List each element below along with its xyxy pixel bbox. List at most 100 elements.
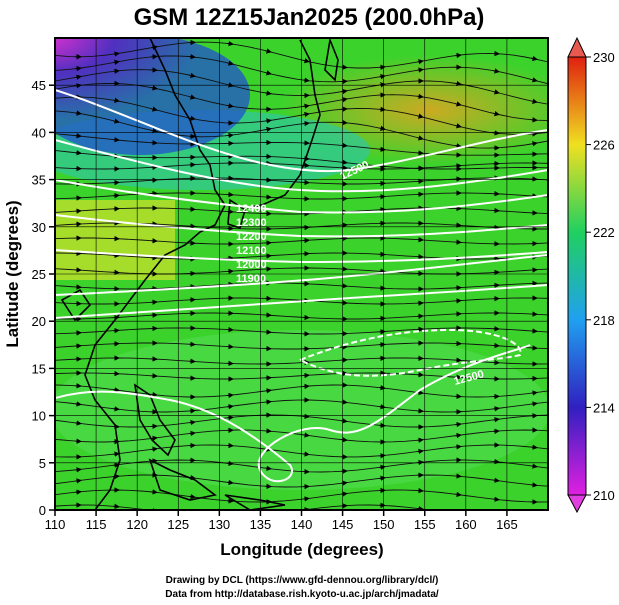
stream-arrow [416, 448, 424, 455]
stream-arrow [188, 53, 196, 60]
stream-arrow [302, 451, 310, 457]
stream-arrow [530, 463, 538, 469]
streamline [55, 429, 548, 443]
y-tick-label: 5 [39, 456, 46, 471]
stream-arrow [492, 406, 500, 412]
streamline [55, 192, 548, 200]
x-tick-label: 135 [250, 517, 272, 532]
stream-arrow [264, 126, 272, 133]
y-axis-label: Latitude (degrees) [3, 200, 22, 347]
streamline [55, 459, 548, 473]
stream-arrow [112, 59, 120, 65]
stream-arrow [530, 98, 538, 104]
stream-arrow [74, 401, 82, 407]
contour-labels: 12500 12400 12300 12200 12100 12000 1190… [236, 159, 485, 388]
stream-arrow [74, 420, 82, 426]
colorbar-tick-label: 214 [593, 400, 615, 415]
stream-arrow [74, 133, 82, 139]
contour-label: 12000 [236, 259, 267, 271]
stream-arrow [416, 93, 424, 100]
credit-drawing: Drawing by DCL (https://www.gfd-dennou.o… [166, 575, 439, 586]
streamline [55, 357, 548, 365]
streamline [55, 372, 548, 380]
stream-arrow [226, 60, 234, 66]
stream-arrow [264, 90, 272, 96]
contours [55, 89, 548, 483]
streamline [55, 312, 548, 320]
streamlines [55, 39, 548, 510]
stream-arrow [264, 399, 272, 405]
stream-arrow [492, 458, 500, 465]
stream-arrow [302, 77, 310, 83]
streamline [55, 150, 548, 170]
stream-arrow [340, 418, 348, 424]
contour-label: 12400 [236, 203, 267, 215]
stream-arrow [454, 143, 462, 149]
stream-arrow [340, 480, 348, 486]
stream-arrow [378, 163, 386, 169]
x-tick-label: 165 [496, 517, 518, 532]
streamline [55, 55, 548, 85]
stream-arrow [188, 493, 196, 500]
stream-arrow [74, 150, 82, 156]
x-tick-label: 115 [86, 517, 107, 532]
stream-arrow [112, 451, 120, 457]
streamline [55, 384, 548, 398]
stream-arrow [112, 97, 120, 103]
chart-title: GSM 12Z15Jan2025 (200.0hPa) [134, 4, 485, 31]
stream-arrow [150, 54, 158, 60]
stream-arrow [150, 85, 158, 91]
stream-arrow [150, 489, 158, 495]
colorbar-tick-label: 230 [593, 50, 615, 65]
stream-arrow [74, 65, 82, 72]
stream-arrow [74, 110, 82, 116]
stream-arrow [302, 111, 310, 118]
y-tick-label: 15 [32, 361, 46, 376]
contour-label: 12100 [236, 245, 267, 257]
streamline [55, 297, 548, 305]
stream-arrow [416, 437, 424, 443]
stream-arrow [112, 137, 120, 143]
stream-arrow [530, 401, 538, 407]
contour-label: 12300 [236, 217, 267, 229]
stream-arrow [150, 106, 158, 112]
colorbar-gradient [567, 56, 587, 496]
stream-arrow [264, 465, 272, 471]
cold-core-nw [55, 38, 200, 120]
streamline [55, 207, 548, 215]
stream-arrow [302, 413, 310, 420]
stream-arrow [492, 496, 500, 502]
x-tick-label: 160 [455, 517, 477, 532]
colorbar-tick-label: 218 [593, 313, 615, 328]
streamline [55, 342, 548, 350]
stream-arrow [226, 103, 234, 109]
stream-arrow [454, 444, 462, 450]
streamline [55, 237, 548, 245]
stream-arrow [188, 419, 196, 426]
stream-arrow [226, 132, 234, 139]
y-tick-label: 30 [32, 220, 46, 235]
stream-arrow [226, 40, 234, 47]
stream-arrow [188, 115, 196, 121]
stream-arrow [454, 123, 462, 129]
stream-arrow [530, 390, 538, 396]
stream-arrow [112, 118, 120, 124]
streamline [55, 282, 548, 290]
stream-arrow [112, 406, 120, 412]
stream-arrow [74, 467, 82, 473]
x-tick-label: 155 [414, 517, 436, 532]
stream-arrow [378, 464, 386, 470]
stream-arrow [112, 68, 120, 74]
stream-arrow [226, 414, 234, 421]
x-tick-label: 145 [332, 517, 354, 532]
stream-arrow [226, 460, 234, 467]
streamline [55, 82, 548, 122]
stream-arrow [492, 477, 500, 483]
credit-data: Data from http://database.rish.kyoto-u.a… [165, 589, 439, 600]
stream-arrow [264, 118, 272, 124]
stream-arrow [454, 101, 462, 107]
x-tick-label: 120 [126, 517, 148, 532]
stream-arrow [416, 135, 424, 141]
stream-arrow [264, 48, 272, 54]
